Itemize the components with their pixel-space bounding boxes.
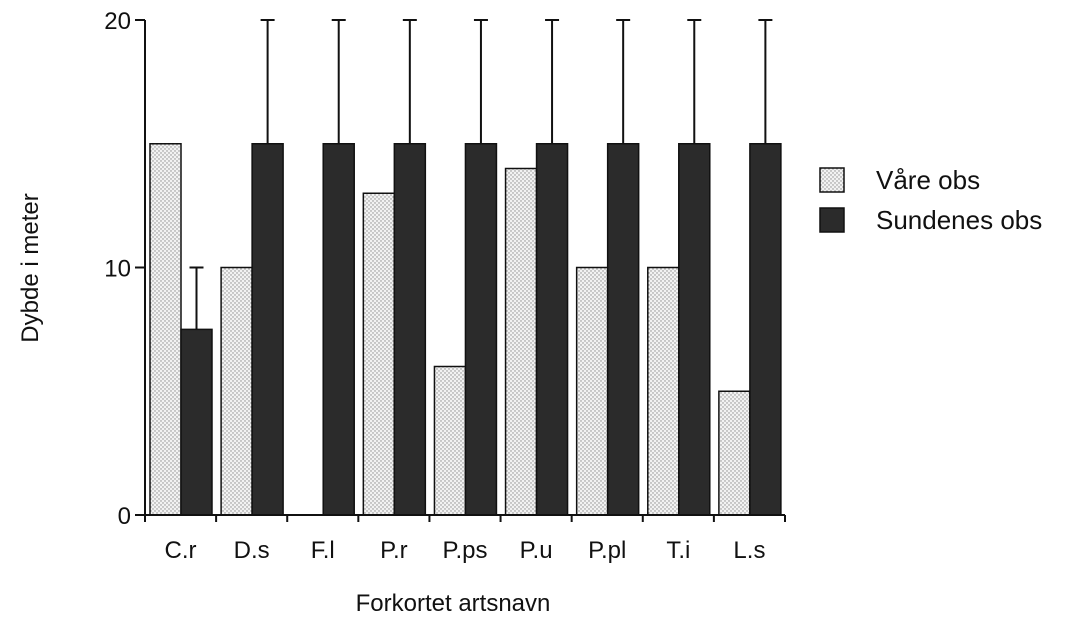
x-tick-label: C.r [165, 537, 197, 564]
legend-label-vare-obs: Våre obs [876, 165, 980, 195]
bar-vare-obs [149, 143, 182, 516]
bar-vare-obs [575, 266, 609, 516]
bars [149, 143, 782, 516]
x-tick-label: P.ps [443, 537, 488, 564]
x-axis-title: Forkortet artsnavn [356, 590, 551, 617]
bar-vare-obs [362, 192, 396, 516]
y-axis-title: Dybde i meter [17, 193, 44, 342]
bar-sundenes-obs [606, 143, 640, 516]
bar-vare-obs [433, 365, 467, 516]
x-tick-label: P.r [380, 537, 408, 564]
x-tick-label: L.s [733, 537, 765, 564]
bar-vare-obs [647, 266, 680, 516]
x-tick-label: T.i [666, 537, 690, 564]
error-bars [189, 19, 773, 330]
bar-vare-obs [504, 167, 538, 516]
legend: Våre obs Sundenes obs [819, 165, 1042, 235]
bar-sundenes-obs [393, 143, 427, 516]
bar-sundenes-obs [749, 143, 782, 516]
x-tick-label: F.l [311, 537, 335, 564]
bar-sundenes-obs [251, 143, 284, 516]
x-ticks: C.r D.s F.l P.r P.ps P.u P.pl T.i L.s [144, 515, 786, 564]
legend-label-sundenes-obs: Sundenes obs [876, 205, 1042, 235]
legend-swatch-sundenes-obs [819, 207, 845, 233]
bar-vare-obs [718, 390, 751, 516]
x-tick-label: P.u [520, 537, 553, 564]
bar-sundenes-obs [535, 143, 569, 516]
x-tick-label: P.pl [588, 537, 626, 564]
bar-sundenes-obs [464, 143, 498, 516]
y-ticks: 0 10 20 [104, 8, 145, 530]
y-tick-label: 0 [118, 503, 131, 530]
bar-sundenes-obs [180, 328, 213, 516]
legend-swatch-vare-obs [819, 167, 845, 193]
y-tick-label: 10 [104, 256, 131, 283]
bar-sundenes-obs [678, 143, 711, 516]
bar-sundenes-obs [322, 143, 355, 516]
y-tick-label: 20 [104, 8, 131, 35]
x-tick-label: D.s [234, 537, 270, 564]
bar-vare-obs [220, 266, 253, 516]
